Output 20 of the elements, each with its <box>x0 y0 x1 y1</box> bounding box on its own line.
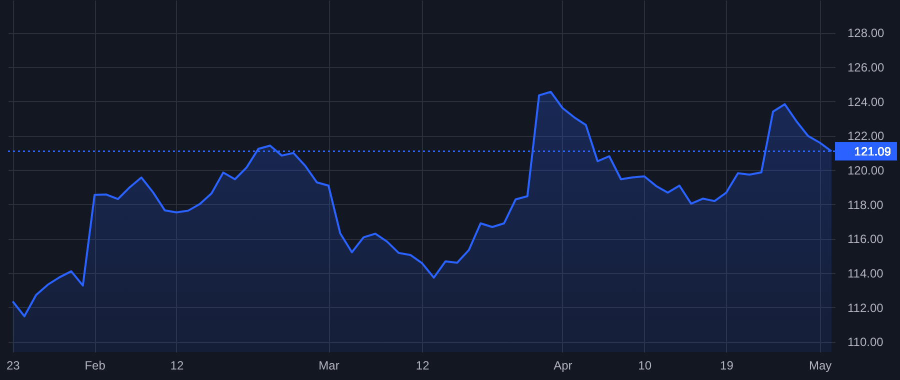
y-tick-label: 128.00 <box>848 26 885 40</box>
x-tick-label: Mar <box>318 358 340 372</box>
x-tick-label: 10 <box>638 358 652 372</box>
x-tick-label: 19 <box>720 358 734 372</box>
y-tick-label: 114.00 <box>848 266 884 281</box>
y-tick-label: 110.00 <box>848 335 884 350</box>
y-tick-label: 118.00 <box>848 198 884 212</box>
x-tick-label: 12 <box>416 358 430 372</box>
y-tick-label: 122.00 <box>848 129 885 144</box>
ref-line-label: 121.09 <box>854 144 892 158</box>
y-tick-label: 124.00 <box>848 94 885 109</box>
x-tick-label: Apr <box>554 358 572 372</box>
x-tick-label: 23 <box>6 358 20 372</box>
x-tick-label: Feb <box>84 358 106 372</box>
y-tick-label: 120.00 <box>848 163 885 178</box>
y-tick-label: 116.00 <box>848 232 884 246</box>
y-tick-label: 126.00 <box>848 60 885 74</box>
x-tick-label: 12 <box>170 358 184 372</box>
x-tick-label: May <box>808 358 832 372</box>
y-tick-label: 112.00 <box>848 300 884 315</box>
